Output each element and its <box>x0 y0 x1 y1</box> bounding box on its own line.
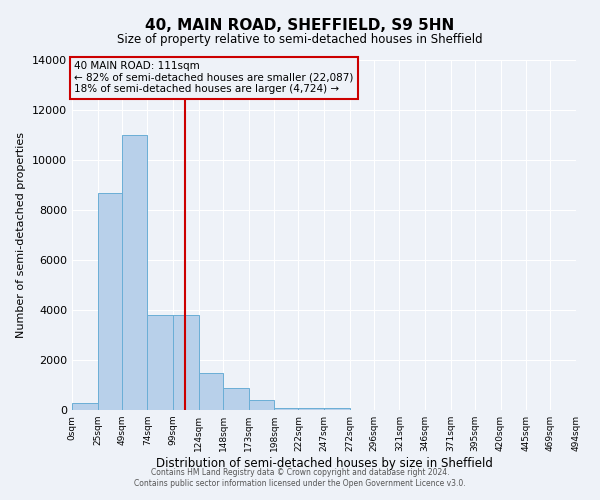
Bar <box>148 315 173 410</box>
Bar <box>98 192 122 410</box>
Bar <box>223 388 248 410</box>
Bar <box>248 400 274 410</box>
Bar <box>199 372 223 410</box>
Bar <box>72 402 98 410</box>
Bar <box>324 408 350 410</box>
Bar <box>122 135 148 410</box>
Bar <box>173 315 199 410</box>
Bar <box>298 408 324 410</box>
Text: 40 MAIN ROAD: 111sqm
← 82% of semi-detached houses are smaller (22,087)
18% of s: 40 MAIN ROAD: 111sqm ← 82% of semi-detac… <box>74 62 353 94</box>
Y-axis label: Number of semi-detached properties: Number of semi-detached properties <box>16 132 26 338</box>
Bar <box>274 408 298 410</box>
Text: Size of property relative to semi-detached houses in Sheffield: Size of property relative to semi-detach… <box>117 32 483 46</box>
Text: 40, MAIN ROAD, SHEFFIELD, S9 5HN: 40, MAIN ROAD, SHEFFIELD, S9 5HN <box>145 18 455 32</box>
Text: Contains HM Land Registry data © Crown copyright and database right 2024.
Contai: Contains HM Land Registry data © Crown c… <box>134 468 466 487</box>
X-axis label: Distribution of semi-detached houses by size in Sheffield: Distribution of semi-detached houses by … <box>155 457 493 470</box>
